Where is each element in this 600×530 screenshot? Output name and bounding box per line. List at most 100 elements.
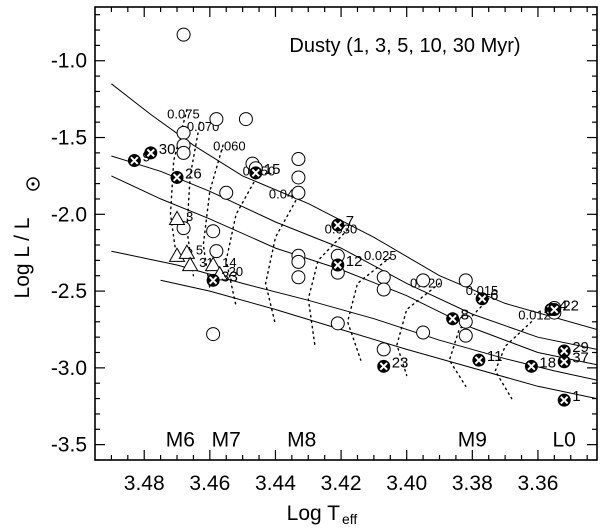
open-circle-point (291, 254, 306, 269)
mass-track-4 (225, 172, 260, 308)
open-circle-point (376, 270, 391, 285)
triangle-point-label: 14 (222, 255, 236, 270)
triangle-point (168, 210, 186, 226)
mass-track-7 (346, 256, 391, 361)
open-circle-point (176, 27, 191, 42)
open-circle-point (416, 325, 431, 340)
mass-track-9 (448, 298, 490, 387)
open-circle-point (458, 328, 473, 343)
triangle-point (181, 256, 199, 272)
y-tick-label: -3.0 (51, 357, 87, 380)
triangle-point (178, 244, 196, 259)
filled-point-cross (550, 305, 559, 314)
filled-point-label: 18 (539, 354, 556, 371)
filled-point-label: 12 (346, 253, 363, 270)
open-circles (176, 27, 562, 357)
x-tick-label: 3.46 (189, 472, 230, 495)
open-circle-point (219, 185, 234, 200)
open-circle-point (209, 112, 224, 127)
y-axis-label-main: Log L / L (11, 218, 34, 299)
open-circle-point (291, 185, 306, 200)
filled-point-label: 6 (490, 287, 498, 304)
x-axis-label-main: Log T (287, 502, 340, 525)
mass-track-3 (202, 144, 224, 289)
open-circle-point (206, 327, 221, 342)
filled-point-cross (560, 357, 569, 366)
filled-point-label: 7 (346, 213, 354, 230)
mass-track-label: 0.060 (213, 139, 246, 154)
filled-point-label: 22 (562, 298, 579, 315)
plot-area: 0.0750.0700.0600.0500.0400.0300.0250.020… (111, 27, 597, 452)
filled-point-cross (209, 276, 218, 285)
open-circle-point (291, 170, 306, 185)
y-tick-label: -2.5 (51, 280, 87, 303)
y-tick-label: -3.5 (51, 434, 87, 457)
mass-track-6 (307, 229, 349, 346)
filled-points: 9302615712233386111842229371 (127, 141, 589, 407)
filled-point-cross (560, 396, 569, 405)
x-axis-label-subscript: eff (342, 511, 357, 527)
sun-symbol-icon (26, 177, 40, 191)
y-tick-label: -1.5 (51, 127, 87, 150)
x-tick-label: 3.42 (321, 472, 362, 495)
open-circle-point (291, 270, 306, 285)
filled-point-label: 33 (221, 268, 238, 285)
filled-point-cross (448, 314, 457, 323)
filled-point-label: 23 (392, 354, 409, 371)
mass-track-10 (494, 321, 533, 400)
open-circle-point (458, 273, 473, 288)
x-axis-label: Log T eff (287, 502, 358, 527)
filled-point-label: 8 (461, 307, 469, 324)
y-tick-label: -1.0 (51, 50, 87, 73)
mass-track-label: 0.025 (364, 248, 397, 263)
spectral-type-label: M6 (166, 429, 195, 452)
filled-point-label: 4 (559, 298, 567, 315)
x-tick-label: 3.48 (124, 472, 165, 495)
filled-point-cross (251, 168, 260, 177)
open-circle-point (330, 316, 345, 331)
filled-point-label: 1 (572, 388, 580, 405)
triangle-point-label: 20 (229, 264, 243, 279)
spectral-type-label: L0 (553, 429, 576, 452)
x-tick-label: 3.38 (452, 472, 493, 495)
isochrone-line-5 (160, 279, 597, 400)
filled-point-cross (333, 260, 342, 270)
open-circle-point (458, 314, 473, 329)
filled-point-label: 30 (159, 141, 176, 158)
filled-point-label: 29 (572, 339, 589, 356)
open-circle-point (376, 282, 391, 297)
mass-track-label: 0.012 (518, 308, 551, 323)
plot-border (94, 6, 598, 461)
filled-point-cross (560, 346, 569, 356)
open-circle-point (291, 152, 306, 167)
filled-point-cross (527, 362, 536, 371)
open-circle-point (376, 342, 391, 357)
spectral-type-label: M8 (287, 429, 316, 452)
mass-track-label: 0.015 (466, 283, 499, 298)
filled-point-label: 11 (487, 348, 503, 365)
filled-point-label: 15 (264, 161, 281, 178)
filled-point-cross (379, 362, 388, 371)
triangle-point (204, 256, 222, 272)
mass-track-label: 0.075 (167, 106, 200, 121)
filled-point-label: 26 (185, 165, 202, 182)
spectral-type-labels: M6 M7 M8 M9 L0 (166, 429, 576, 452)
filled-point-cross (478, 294, 487, 303)
x-tick-label: 3.44 (255, 472, 296, 495)
chart-title: Dusty (1, 3, 5, 10, 30 Myr) (289, 35, 520, 57)
spectral-type-label: M7 (212, 429, 241, 452)
filled-point-cross (474, 356, 483, 365)
open-circle-point (206, 224, 221, 239)
filled-point-cross (333, 220, 342, 230)
open-circle-point (176, 145, 191, 160)
triangle-point-label: 3 (186, 209, 193, 224)
isochrone-line-4 (111, 250, 597, 381)
filled-point-label: 37 (572, 350, 589, 367)
filled-point-cross (172, 173, 182, 182)
x-tick-label: 3.40 (386, 472, 427, 495)
filled-point-cross (130, 156, 139, 165)
axes-frame: 3.48 3.46 3.44 3.42 3.40 3.38 3.36 -1.0 -1.5 -2.0… (51, 6, 598, 495)
open-circle-point (209, 244, 224, 259)
open-circle-point (176, 125, 191, 140)
